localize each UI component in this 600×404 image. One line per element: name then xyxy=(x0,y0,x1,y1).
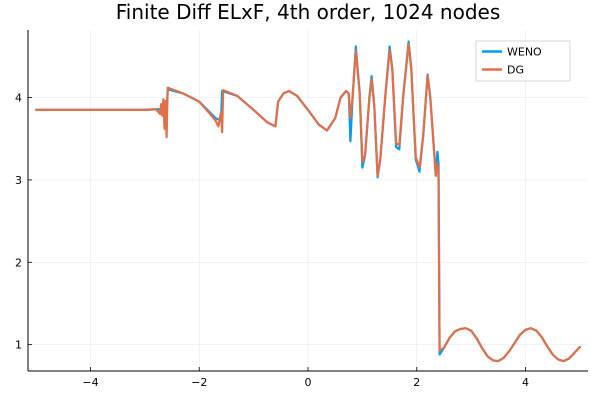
series-line-dg xyxy=(35,42,581,363)
chart-title: Finite Diff ELxF, 4th order, 1024 nodes xyxy=(116,0,501,24)
x-tick-label: −4 xyxy=(82,376,98,389)
legend-box xyxy=(475,40,571,82)
series-group xyxy=(35,40,581,363)
x-tick-label: −2 xyxy=(191,376,207,389)
y-tick-label: 3 xyxy=(15,174,22,187)
y-ticks: 1 2 3 4 xyxy=(15,92,32,352)
x-tick-label: 2 xyxy=(413,376,420,389)
legend-label-weno: WENO xyxy=(507,46,542,59)
legend-label-dg: DG xyxy=(507,64,524,77)
grid xyxy=(28,30,588,371)
x-ticks: −4 −2 0 2 4 xyxy=(82,367,529,389)
y-tick-label: 4 xyxy=(15,92,22,105)
y-tick-label: 1 xyxy=(15,339,22,352)
legend: WENO DG xyxy=(475,40,571,82)
x-tick-label: 0 xyxy=(305,376,312,389)
y-tick-label: 2 xyxy=(15,256,22,269)
x-tick-label: 4 xyxy=(522,376,529,389)
